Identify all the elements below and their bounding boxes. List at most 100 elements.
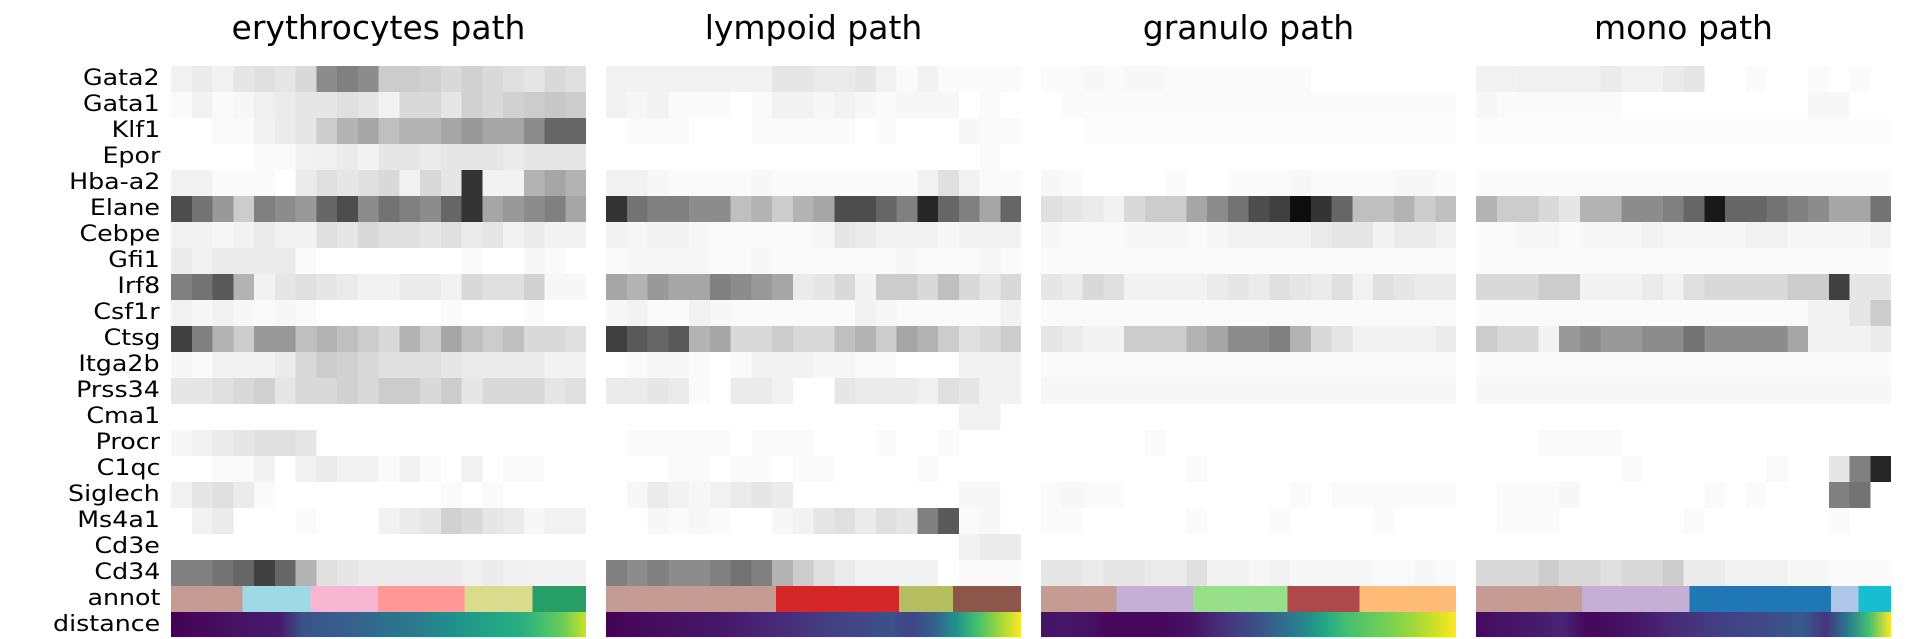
- heatmap-cell: [1186, 170, 1208, 196]
- heatmap-cell: [668, 404, 690, 430]
- heatmap-cell: [1165, 222, 1187, 248]
- heatmap-cell: [1186, 352, 1208, 378]
- heatmap-cell: [1745, 248, 1768, 274]
- heatmap-cell: [1745, 66, 1768, 92]
- heatmap-cell: [378, 534, 400, 560]
- heatmap-cell: [855, 248, 877, 274]
- heatmap-cell: [1414, 534, 1436, 560]
- heatmap-cell: [1103, 300, 1125, 326]
- heatmap-cell: [523, 222, 546, 248]
- heatmap-cell: [1787, 144, 1809, 170]
- heatmap-cell: [709, 378, 732, 404]
- heatmap-cell: [1828, 92, 1851, 118]
- heatmap-cell: [1517, 66, 1539, 92]
- row-label: Klf1: [111, 118, 160, 143]
- heatmap-cell: [1828, 248, 1851, 274]
- heatmap-cell: [689, 326, 711, 352]
- heatmap-cell: [565, 118, 586, 144]
- heatmap-cell: [1849, 222, 1871, 248]
- heatmap-cell: [1808, 508, 1830, 534]
- heatmap-cell: [357, 66, 380, 92]
- heatmap-cell: [357, 274, 380, 300]
- heatmap-cell: [1496, 248, 1519, 274]
- heatmap-cell: [772, 274, 794, 300]
- heatmap-cell: [1621, 144, 1643, 170]
- heatmap-cell: [1082, 92, 1104, 118]
- heatmap-cell: [1352, 170, 1374, 196]
- heatmap-cell: [1683, 170, 1705, 196]
- heatmap-cell: [1165, 352, 1187, 378]
- heatmap-cell: [503, 300, 525, 326]
- heatmap-cell: [171, 378, 193, 404]
- heatmap-cell: [440, 456, 463, 482]
- heatmap-cell: [1538, 456, 1560, 482]
- heatmap-cell: [461, 456, 483, 482]
- heatmap-cell: [212, 92, 234, 118]
- heatmap-cell: [254, 222, 276, 248]
- heatmap-cell: [1662, 274, 1685, 300]
- heatmap-cell: [792, 482, 815, 508]
- heatmap-cell: [357, 118, 380, 144]
- heatmap-cell: [1787, 352, 1809, 378]
- heatmap-cell: [503, 430, 525, 456]
- heatmap-cell: [1559, 482, 1581, 508]
- heatmap-cell: [461, 352, 483, 378]
- heatmap-cell: [979, 404, 1001, 430]
- heatmap-cell: [316, 144, 338, 170]
- heatmap-cell: [917, 92, 939, 118]
- heatmap-cell: [523, 508, 546, 534]
- heatmap-cell: [565, 326, 586, 352]
- heatmap-cell: [834, 378, 856, 404]
- heatmap-cell: [917, 144, 939, 170]
- panel-title: lympoid path: [704, 8, 923, 47]
- heatmap-cell: [626, 118, 649, 144]
- heatmap-cell: [523, 404, 546, 430]
- heatmap-cell: [1414, 378, 1436, 404]
- heatmap-cell: [1061, 92, 1084, 118]
- heatmap-cell: [212, 456, 234, 482]
- heatmap-cell: [1144, 196, 1167, 222]
- heatmap-cell: [1124, 456, 1146, 482]
- heatmap-cell: [668, 92, 690, 118]
- heatmap-cell: [503, 560, 525, 586]
- heatmap-cell: [979, 196, 1001, 222]
- row-label: Procr: [95, 430, 160, 455]
- heatmap-cell: [1290, 118, 1312, 144]
- heatmap-cell: [1227, 248, 1250, 274]
- heatmap-cell: [212, 118, 234, 144]
- heatmap-cell: [1041, 274, 1063, 300]
- heatmap-cell: [171, 274, 193, 300]
- heatmap-cell: [1683, 144, 1705, 170]
- heatmap-cell: [523, 326, 546, 352]
- heatmap-cell: [191, 404, 214, 430]
- heatmap-cell: [647, 508, 669, 534]
- heatmap-cell: [1642, 326, 1664, 352]
- heatmap-cell: [1766, 66, 1788, 92]
- heatmap-cell: [212, 378, 234, 404]
- heatmap-cell: [1808, 534, 1830, 560]
- heatmap-cell: [1352, 534, 1374, 560]
- heatmap-cell: [626, 326, 649, 352]
- heatmap-cell: [1600, 274, 1622, 300]
- heatmap-cell: [461, 508, 483, 534]
- heatmap-cell: [274, 560, 297, 586]
- heatmap-cell: [1310, 456, 1333, 482]
- heatmap-cell: [461, 404, 483, 430]
- heatmap-cell: [171, 222, 193, 248]
- heatmap-cell: [337, 274, 359, 300]
- heatmap-cell: [1476, 118, 1498, 144]
- heatmap-cell: [274, 170, 297, 196]
- heatmap-cell: [1621, 430, 1643, 456]
- heatmap-cell: [1704, 482, 1726, 508]
- heatmap-cell: [1248, 170, 1270, 196]
- heatmap-cell: [503, 404, 525, 430]
- heatmap-cell: [357, 508, 380, 534]
- heatmap-cell: [1683, 66, 1705, 92]
- heatmap-cell: [1579, 118, 1602, 144]
- heatmap-cell: [503, 352, 525, 378]
- heatmap-cell: [1808, 352, 1830, 378]
- heatmap-cell: [1579, 248, 1602, 274]
- heatmap-cell: [503, 534, 525, 560]
- heatmap-cell: [1808, 274, 1830, 300]
- heatmap-cell: [875, 430, 898, 456]
